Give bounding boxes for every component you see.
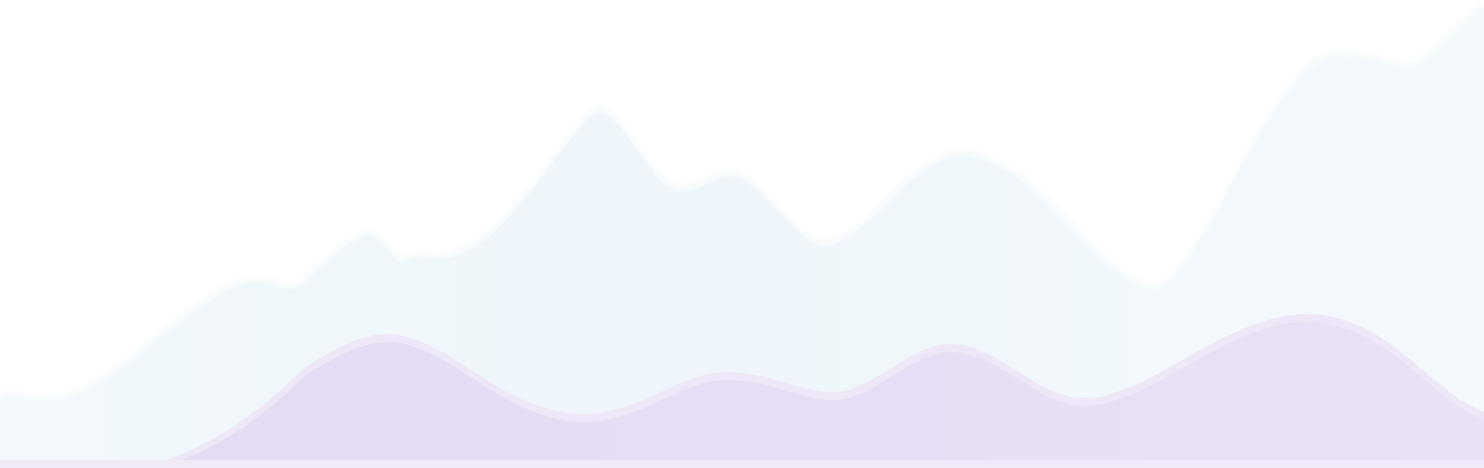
bottom-band — [0, 460, 1484, 468]
front-wave — [160, 322, 1484, 468]
